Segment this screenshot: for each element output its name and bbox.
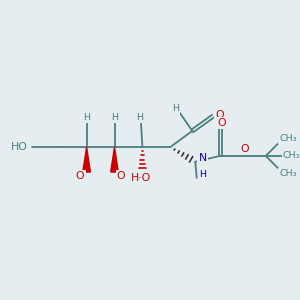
- Text: H: H: [172, 104, 179, 113]
- Text: H: H: [136, 113, 143, 122]
- Text: O: O: [240, 144, 249, 154]
- Text: CH₃: CH₃: [283, 152, 300, 160]
- Text: H: H: [111, 113, 118, 122]
- Text: O: O: [76, 171, 85, 182]
- Polygon shape: [83, 147, 90, 172]
- Text: H: H: [83, 113, 90, 122]
- Text: O: O: [117, 171, 125, 182]
- Text: H: H: [199, 170, 206, 179]
- Text: CH₃: CH₃: [280, 134, 297, 143]
- Text: CH₃: CH₃: [280, 169, 297, 178]
- Text: O: O: [218, 118, 226, 128]
- Text: H·O: H·O: [131, 173, 151, 184]
- Text: O: O: [215, 110, 224, 120]
- Text: HO: HO: [11, 142, 28, 152]
- Polygon shape: [111, 147, 118, 172]
- Text: N: N: [199, 153, 207, 163]
